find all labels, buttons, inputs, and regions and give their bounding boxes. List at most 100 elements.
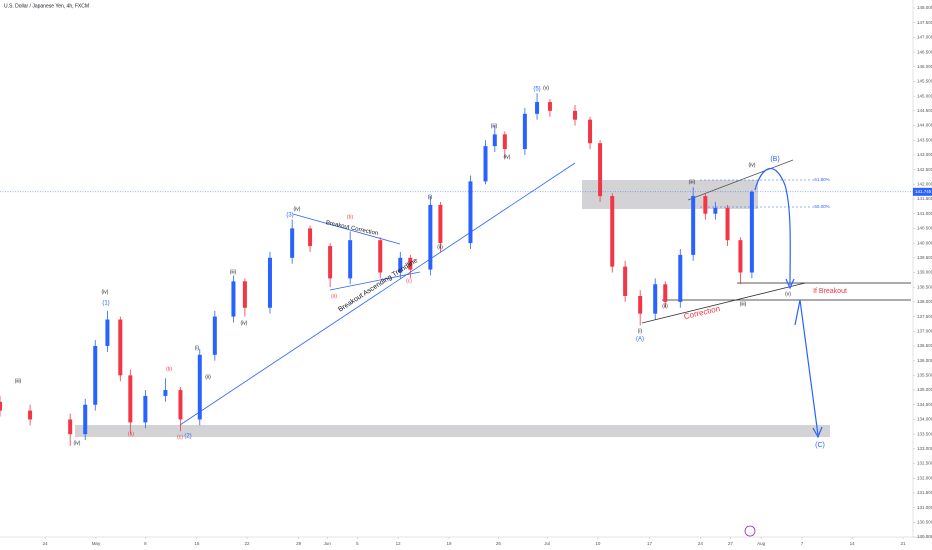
projection-arrow xyxy=(754,167,791,286)
candle-body xyxy=(398,257,403,273)
candle-body xyxy=(28,410,33,420)
candle-body xyxy=(290,228,295,258)
y-tick-label: 143.500 xyxy=(917,137,932,142)
y-tick-label: 132.500 xyxy=(917,461,932,466)
candle-body xyxy=(105,319,110,346)
y-tick-label: 140.500 xyxy=(917,226,932,231)
wave-label: (iv) xyxy=(102,289,109,295)
wave-label: (i) xyxy=(638,328,643,334)
y-tick-label: 138.000 xyxy=(917,299,932,304)
candle-body xyxy=(212,316,217,355)
x-tick-label: 10 xyxy=(595,541,601,546)
candle-body xyxy=(678,254,683,302)
candle-body xyxy=(598,143,603,197)
x-tick-label: 17 xyxy=(647,541,653,546)
wave-label: (iv) xyxy=(504,154,511,160)
y-tick-label: 146.000 xyxy=(917,64,932,69)
y-tick-label: 147.000 xyxy=(917,35,932,40)
candle-body xyxy=(623,266,628,297)
y-tick-label: 142.500 xyxy=(917,167,932,172)
wave-label: (iii) xyxy=(230,269,237,275)
candle-body xyxy=(267,257,272,308)
arrow-head xyxy=(785,278,795,290)
x-tick-label: 5 xyxy=(356,541,359,546)
y-tick-label: 145.500 xyxy=(917,79,932,84)
candle-body xyxy=(83,404,88,435)
y-tick-label: 130.000 xyxy=(917,534,932,539)
y-tick-label: 130.500 xyxy=(917,519,932,524)
wave-label: (b) xyxy=(347,214,353,220)
candle-body xyxy=(93,345,98,405)
candle-body xyxy=(428,204,433,270)
candle-body xyxy=(68,419,73,435)
ascending-trendline xyxy=(179,162,576,426)
x-tick-label: 12 xyxy=(396,541,402,546)
y-tick-label: 137.000 xyxy=(917,328,932,333)
projection-arrow xyxy=(794,299,819,436)
y-tick-label: 144.000 xyxy=(917,123,932,128)
candle-body xyxy=(588,119,593,144)
y-tick-label: 147.500 xyxy=(917,20,932,25)
y-tick-label: 136.500 xyxy=(917,343,932,348)
candle-body xyxy=(468,181,473,244)
channel-line xyxy=(641,282,806,324)
y-tick-label: 145.000 xyxy=(917,93,932,98)
y-tick-label: 136.000 xyxy=(917,358,932,363)
x-tick-label: 21 xyxy=(900,541,906,546)
wave-label: (iv) xyxy=(749,162,756,168)
y-tick-label: 137.500 xyxy=(917,314,932,319)
y-tick-label: 135.000 xyxy=(917,387,932,392)
y-tick-label: 141.500 xyxy=(917,196,932,201)
candle-body xyxy=(118,319,123,376)
candle-body xyxy=(663,284,668,302)
candle-body xyxy=(547,102,552,111)
wave-label: (i) xyxy=(428,194,433,200)
correction-line xyxy=(292,213,401,245)
last-price-label: 141.745 xyxy=(915,189,932,194)
y-tick-label: 140.000 xyxy=(917,240,932,245)
y-tick-label: 135.500 xyxy=(917,373,932,378)
candle-body xyxy=(163,390,168,396)
candle-body xyxy=(573,110,578,120)
candle-body xyxy=(713,207,718,214)
candle-body xyxy=(197,354,202,420)
x-tick-label: 15 xyxy=(194,541,200,546)
candle-body xyxy=(128,375,133,423)
y-tick-label: 148.000 xyxy=(917,5,932,10)
wave-label: (ii) xyxy=(437,244,443,250)
x-tick-label: 8 xyxy=(144,541,147,546)
x-tick-label: Jul xyxy=(544,541,550,546)
y-tick-label: 134.000 xyxy=(917,417,932,422)
candle-body xyxy=(522,113,527,150)
support-zone xyxy=(75,425,830,437)
candle-body xyxy=(0,401,2,411)
y-tick-label: 133.000 xyxy=(917,446,932,451)
candle-body xyxy=(483,146,488,182)
candle-body xyxy=(638,296,643,314)
x-tick-label: 7 xyxy=(801,541,804,546)
candle-body xyxy=(535,102,540,114)
wave-label: (c) xyxy=(177,434,183,440)
last-price-box xyxy=(913,187,932,196)
y-tick-label: 139.000 xyxy=(917,270,932,275)
wave-label: (iv) xyxy=(241,320,248,326)
arrow-head xyxy=(812,426,823,439)
wave-label: (a) xyxy=(128,431,134,437)
wave-label: (iv) xyxy=(74,440,81,446)
wave-label: If Breakout xyxy=(813,288,847,295)
x-tick-label: 19 xyxy=(446,541,452,546)
wave-label: (iii) xyxy=(491,123,498,129)
wave-label: (b) xyxy=(166,366,172,372)
candle-body xyxy=(502,134,507,150)
candle-body xyxy=(348,240,353,279)
event-icon xyxy=(744,525,756,537)
x-tick-label: May xyxy=(92,541,101,546)
y-tick-label: 131.500 xyxy=(917,490,932,495)
candle-body xyxy=(653,284,658,314)
x-tick-label: 27 xyxy=(728,541,734,546)
x-tick-label: 22 xyxy=(245,541,251,546)
x-tick-label: 24 xyxy=(698,541,704,546)
y-tick-label: 142.000 xyxy=(917,182,932,187)
